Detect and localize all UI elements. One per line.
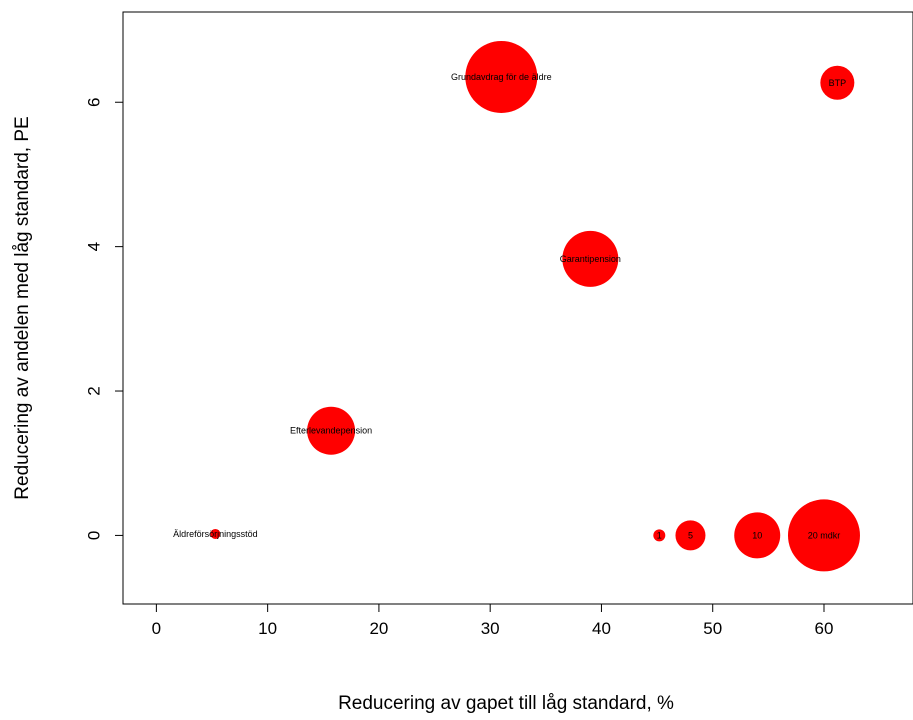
x-tick-label-6: 60 [815, 619, 834, 638]
x-tick-label-3: 30 [481, 619, 500, 638]
bubble-7 [734, 512, 781, 559]
y-tick-label-0: 0 [84, 531, 103, 540]
bubble-1 [820, 65, 855, 100]
bubble-5 [653, 529, 666, 542]
bubble-label-2: Garantipension [560, 254, 621, 264]
bubble-4 [210, 528, 221, 539]
x-tick-label-4: 40 [592, 619, 611, 638]
x-tick-label-1: 10 [258, 619, 277, 638]
bubble-layer: Grundavdrag för de äldre BTP Garantipensio… [173, 40, 860, 572]
bubble-label-8: 20 mdkr [808, 530, 841, 540]
plot-frame [122, 11, 913, 605]
bubble-label-0: Grundavdrag för de äldre [451, 72, 552, 82]
x-axis-label: Reducering av gapet till låg standard, % [338, 693, 674, 714]
bubble-8 [787, 499, 860, 572]
bubble-label-1: BTP [829, 78, 847, 88]
bubble-2 [562, 230, 619, 287]
bubble-label-7: 10 [752, 530, 762, 540]
x-tick-label-5: 50 [703, 619, 722, 638]
x-axis: 0 10 20 30 40 50 60 [152, 604, 834, 638]
bubble-0 [465, 40, 538, 113]
bubble-label-3: Efterlevandepension [290, 426, 372, 436]
y-tick-label-1: 2 [84, 386, 103, 395]
x-tick-label-0: 0 [152, 619, 161, 638]
bubble-label-6: 5 [688, 530, 693, 540]
y-axis: 0 2 4 6 [84, 98, 123, 540]
y-tick-label-2: 4 [84, 242, 103, 251]
y-axis-label: Reducering av andelen med låg standard, … [12, 116, 33, 499]
bubble-label-5: 1 [657, 530, 662, 540]
bubble-label-4: Äldreförsörjningsstöd [173, 529, 258, 539]
bubble-6 [675, 520, 706, 551]
bubble-3 [307, 406, 356, 455]
x-tick-label-2: 20 [369, 619, 388, 638]
y-tick-label-3: 6 [84, 98, 103, 107]
